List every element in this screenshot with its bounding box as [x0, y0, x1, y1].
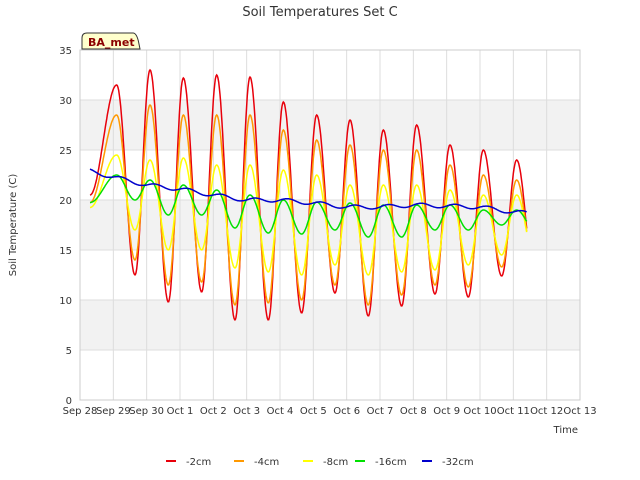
- x-axis-label: Time: [553, 425, 578, 436]
- band: [80, 100, 580, 150]
- x-tick-label: Oct 10: [463, 406, 496, 417]
- x-tick-label: Oct 12: [530, 406, 563, 417]
- x-tick-label: Oct 9: [433, 406, 460, 417]
- x-tick-label: Oct 8: [400, 406, 427, 417]
- y-tick-label: 35: [59, 46, 72, 57]
- legend-item: -4cm: [234, 457, 279, 468]
- x-tick-label: Oct 6: [333, 406, 360, 417]
- y-tick-label: 20: [59, 196, 72, 207]
- background-bands: [80, 50, 580, 400]
- legend-label: -16cm: [375, 457, 407, 468]
- y-axis-label: Soil Temperature (C): [8, 174, 19, 277]
- band: [80, 150, 580, 200]
- band: [80, 350, 580, 400]
- y-tick-label: 0: [66, 396, 72, 407]
- legend: -2cm -4cm -8cm -16cm -32cm: [166, 457, 474, 468]
- y-axis-ticks: 0 5 10 15 20 25 30 35: [59, 46, 72, 407]
- series-lines: [89, 68, 528, 321]
- legend-label: -2cm: [186, 457, 211, 468]
- x-tick-label: Oct 5: [300, 406, 327, 417]
- plot-area-border: [79, 49, 581, 401]
- x-tick-label: Oct 7: [367, 406, 394, 417]
- x-tick-label: Oct 13: [563, 406, 596, 417]
- x-tick-label: Oct 4: [267, 406, 294, 417]
- badge-label: BA_met: [88, 36, 135, 49]
- x-tick-label: Sep 28: [63, 406, 98, 417]
- band: [80, 50, 580, 100]
- y-tick-label: 30: [59, 96, 72, 107]
- y-tick-label: 5: [66, 346, 72, 357]
- series-line-minus-8cm: [89, 154, 528, 276]
- series-line-minus-32cm: [89, 168, 527, 214]
- x-tick-label: Oct 1: [167, 406, 194, 417]
- badge-shape: [81, 32, 141, 50]
- legend-item: -2cm: [166, 457, 211, 468]
- x-tick-label: Oct 11: [497, 406, 530, 417]
- x-tick-label: Oct 2: [200, 406, 227, 417]
- y-tick-label: 25: [59, 146, 72, 157]
- y-tick-label: 10: [59, 296, 72, 307]
- legend-label: -8cm: [323, 457, 348, 468]
- legend-item: -8cm: [303, 457, 348, 468]
- legend-label: -4cm: [254, 457, 279, 468]
- chart-title: Soil Temperatures Set C: [242, 5, 397, 20]
- legend-item: -16cm: [355, 457, 407, 468]
- x-tick-label: Oct 3: [233, 406, 260, 417]
- band: [80, 300, 580, 350]
- x-tick-label: Sep 30: [129, 406, 164, 417]
- legend-item: -32cm: [422, 457, 474, 468]
- station-badge: BA_met: [81, 32, 141, 50]
- x-tick-label: Sep 29: [96, 406, 131, 417]
- y-tick-label: 15: [59, 246, 72, 257]
- legend-label: -32cm: [442, 457, 474, 468]
- series-line-minus-16cm: [90, 174, 528, 238]
